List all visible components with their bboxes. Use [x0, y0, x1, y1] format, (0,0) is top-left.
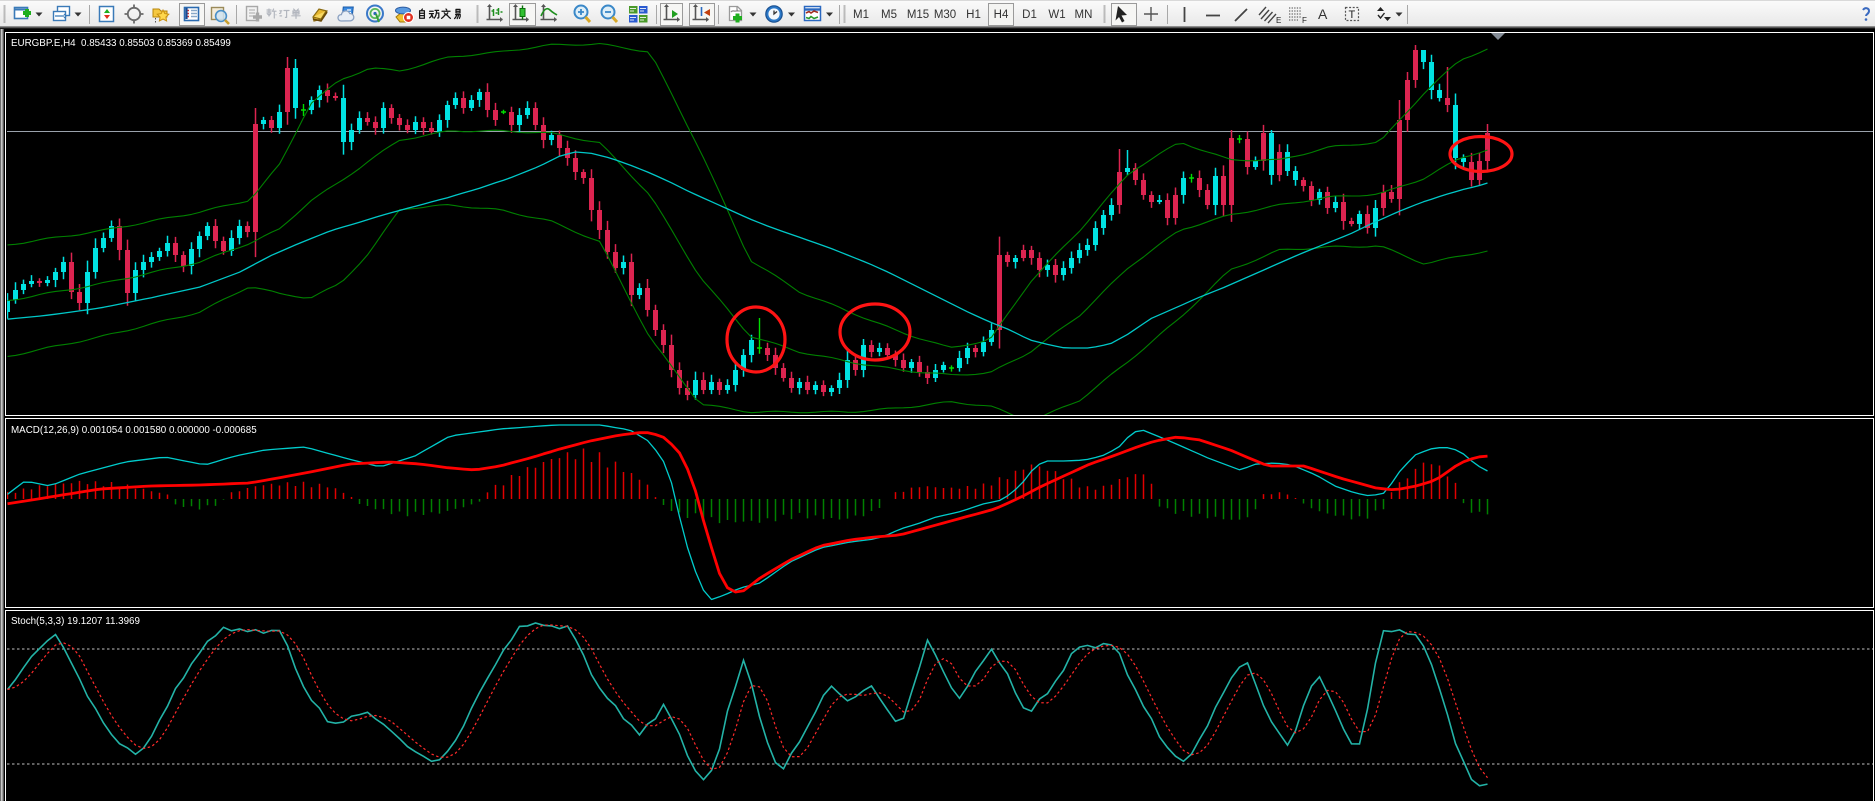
svg-text:E: E [1276, 16, 1281, 25]
svg-text:EURGBP.E,H4 0.85433 0.85503 0: EURGBP.E,H4 0.85433 0.85503 0.85369 0.85… [11, 38, 231, 49]
svg-text:Stoch(5,3,3) 19.1207 11.3969: Stoch(5,3,3) 19.1207 11.3969 [11, 616, 140, 627]
svg-text:T: T [1349, 9, 1356, 21]
svg-text:M1: M1 [853, 9, 869, 21]
svg-text:H1: H1 [966, 9, 981, 21]
svg-text:W1: W1 [1048, 9, 1065, 21]
svg-text:M30: M30 [934, 9, 956, 21]
svg-text:D1: D1 [1022, 9, 1037, 21]
svg-text:A: A [1318, 6, 1328, 22]
svg-text:H4: H4 [994, 9, 1009, 21]
svg-text:M5: M5 [881, 9, 897, 21]
svg-text:M15: M15 [907, 9, 929, 21]
svg-text:MACD(12,26,9) 0.001054 0.00158: MACD(12,26,9) 0.001054 0.001580 0.000000… [11, 425, 257, 436]
svg-text:MN: MN [1075, 9, 1093, 21]
svg-text:F: F [1302, 16, 1307, 25]
